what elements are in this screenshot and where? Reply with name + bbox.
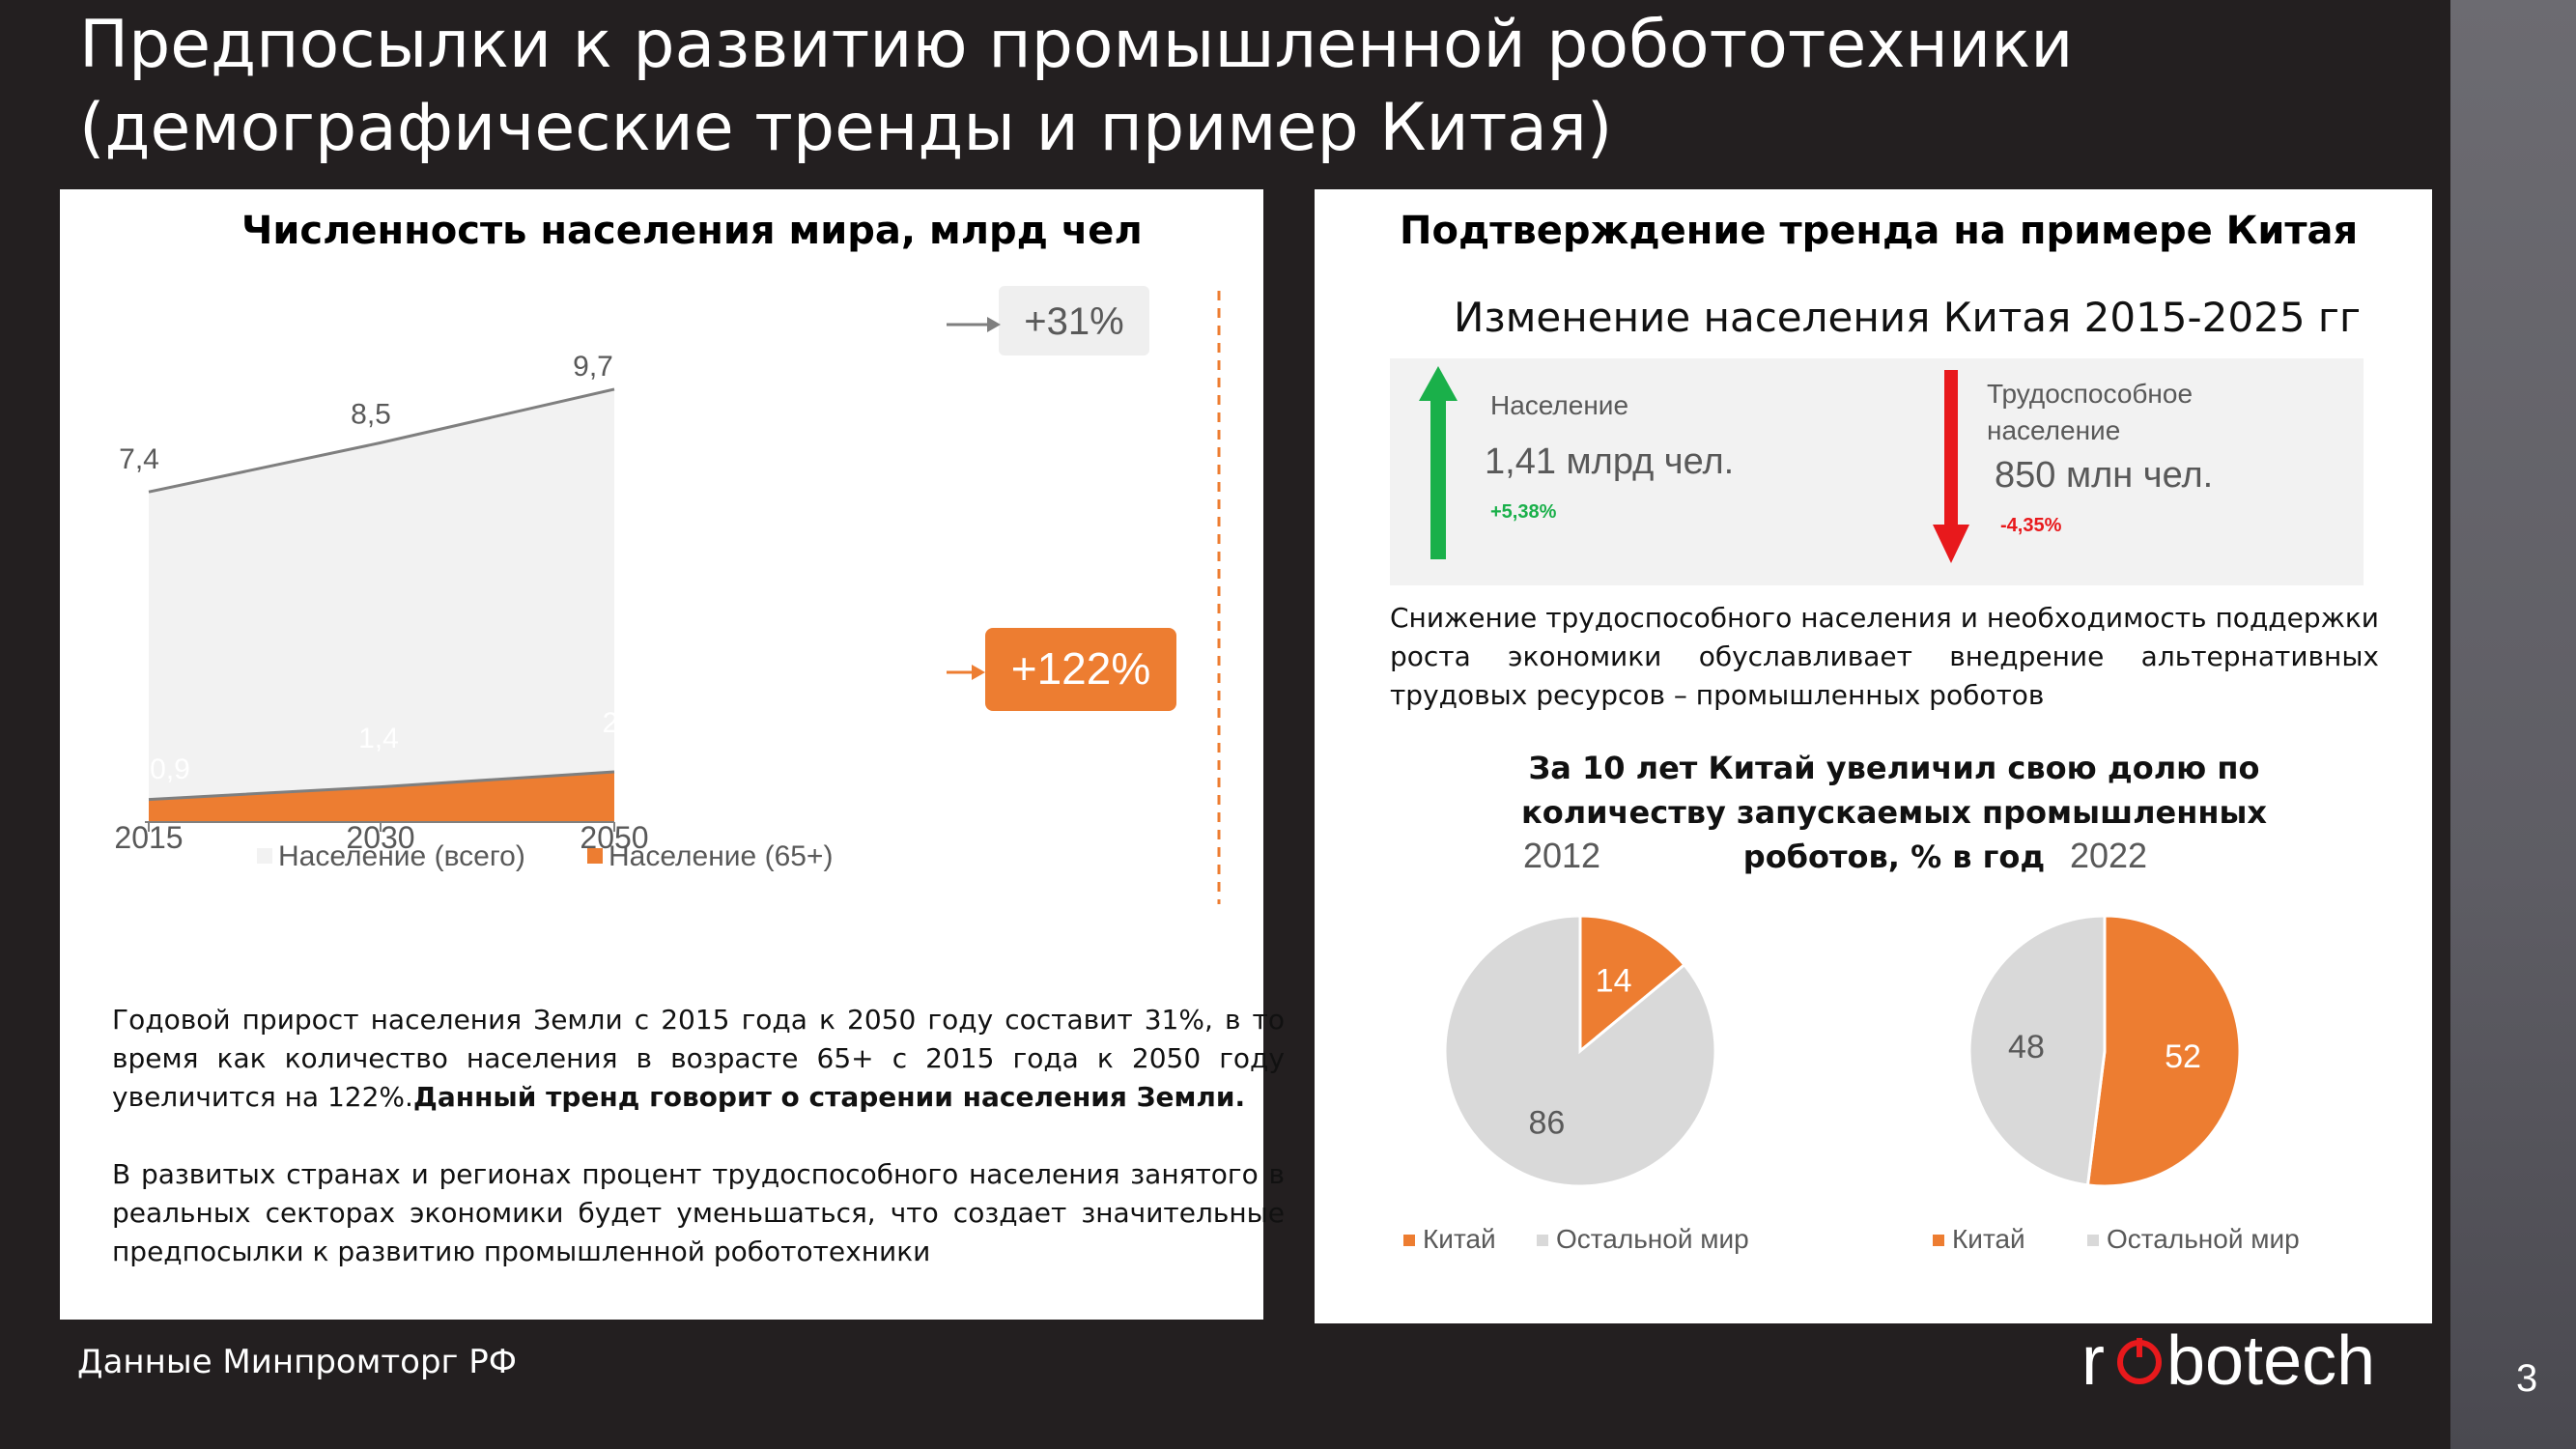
pie-2012-legend-swatch-rest bbox=[1537, 1235, 1548, 1246]
pie-slice bbox=[1578, 914, 1686, 1055]
data-label-65plus: 0,9 bbox=[150, 753, 190, 785]
population-label: Население bbox=[1490, 390, 1629, 420]
line-65plus bbox=[148, 770, 615, 802]
footer-source: Данные Минпромторг РФ bbox=[77, 1343, 517, 1381]
pie-2012-legend-swatch-china bbox=[1403, 1235, 1415, 1246]
population-paragraph-2: В развитых странах и регионах процент тр… bbox=[112, 1158, 1285, 1267]
pie-data-label: 52 bbox=[2165, 1038, 2201, 1075]
pie-2022-legend-china: Китай bbox=[1952, 1224, 2025, 1254]
china-paragraph: Снижение трудоспособного населения и нео… bbox=[1390, 602, 2379, 711]
slide-title-line2: (демографические тренды и пример Китая) bbox=[79, 90, 1613, 166]
x-tick-label: 2030 bbox=[346, 820, 414, 855]
data-label-65plus: 2 bbox=[603, 707, 619, 739]
legend-label-65: Население (65+) bbox=[609, 840, 833, 872]
slide-title-line1: Предпосылки к развитию промышленной робо… bbox=[79, 7, 2074, 83]
growth-total-arrowhead bbox=[987, 317, 1001, 332]
area-total bbox=[149, 388, 614, 800]
legend-label-total: Население (всего) bbox=[278, 840, 525, 872]
legend-swatch-total bbox=[257, 848, 272, 864]
panel-heading: Подтверждение тренда на примере Китая bbox=[1400, 209, 2359, 253]
growth-65-arrowhead bbox=[972, 665, 985, 680]
population-value: 1,41 млрд чел. bbox=[1485, 441, 1735, 482]
panel-heading: Численность населения мира, млрд чел bbox=[241, 209, 1143, 253]
line-total bbox=[148, 387, 615, 494]
data-label-total: 8,5 bbox=[351, 398, 391, 430]
world-population-panel: Численность населения мира, млрд чел 7,4… bbox=[60, 189, 1285, 1320]
pies-title: За 10 лет Китай увеличил свою долю по ко… bbox=[1520, 750, 2268, 875]
pie-data-label: 86 bbox=[1529, 1104, 1566, 1141]
population-paragraph-1-text: Годовой прирост населения Земли с 2015 г… bbox=[112, 1004, 1285, 1113]
growth-total-badge-box bbox=[999, 286, 1149, 355]
population-area-chart: 7,48,59,70,91,4 2 2015 2030 2050 +31% +122%… bbox=[114, 286, 1221, 904]
pie-slice bbox=[1967, 914, 2107, 1187]
pie-2022-legend-swatch-china bbox=[1933, 1235, 1944, 1246]
pie-2022-title: 2022 bbox=[2070, 836, 2147, 875]
working-population-value: 850 млн чел. bbox=[1995, 455, 2214, 496]
data-label-total: 7,4 bbox=[119, 443, 159, 475]
china-panel: Подтверждение тренда на примере Китая Из… bbox=[1315, 189, 2432, 1323]
working-population-delta: -4,35% bbox=[2000, 515, 2062, 536]
arrow-down-icon bbox=[1933, 370, 1969, 563]
growth-65-badge-box bbox=[985, 628, 1176, 711]
data-label-65plus: 1,4 bbox=[358, 723, 399, 754]
pie-2022-legend-rest: Остальной мир bbox=[2107, 1224, 2300, 1254]
pie-2012-legend-china: Китай bbox=[1423, 1224, 1496, 1254]
side-strip bbox=[2450, 0, 2576, 1449]
pie-slice bbox=[2085, 914, 2242, 1188]
x-tick-label: 2015 bbox=[114, 820, 183, 855]
pie-2012-legend-rest: Остальной мир bbox=[1556, 1224, 1749, 1254]
data-label-total: 9,7 bbox=[573, 351, 613, 383]
logo-text-r: r bbox=[2081, 1328, 2105, 1396]
robotech-logo: r botech bbox=[2081, 1328, 2375, 1396]
logo-text-rest: botech bbox=[2166, 1328, 2375, 1396]
growth-total-badge: +31% bbox=[1024, 300, 1123, 343]
china-subheading: Изменение населения Китая 2015-2025 гг bbox=[1454, 294, 2362, 341]
growth-65-badge: +122% bbox=[1011, 643, 1151, 694]
population-paragraph-1: Годовой прирост населения Земли с 2015 г… bbox=[112, 1001, 1285, 1117]
pie-2012-title: 2012 bbox=[1523, 836, 1600, 875]
page-number: 3 bbox=[2516, 1357, 2538, 1400]
area-65plus bbox=[149, 772, 614, 822]
arrow-up-icon bbox=[1419, 366, 1458, 559]
pie-slice bbox=[1443, 914, 1717, 1188]
pie-data-label: 14 bbox=[1596, 963, 1632, 1000]
population-delta: +5,38% bbox=[1490, 501, 1557, 523]
working-population-label: Трудоспособное население bbox=[1987, 379, 2194, 445]
pie-data-label: 48 bbox=[2008, 1029, 2045, 1065]
legend-swatch-65 bbox=[587, 848, 603, 864]
slide-title: Предпосылки к развитию промышленной робо… bbox=[79, 4, 2204, 170]
china-metrics-box: Население 1,41 млрд чел. +5,38% Трудоспо… bbox=[1390, 358, 2364, 585]
pie-2022-legend-swatch-rest bbox=[2087, 1235, 2099, 1246]
population-paragraph-1-bold: Данный тренд говорит о старении населени… bbox=[412, 1081, 1246, 1113]
